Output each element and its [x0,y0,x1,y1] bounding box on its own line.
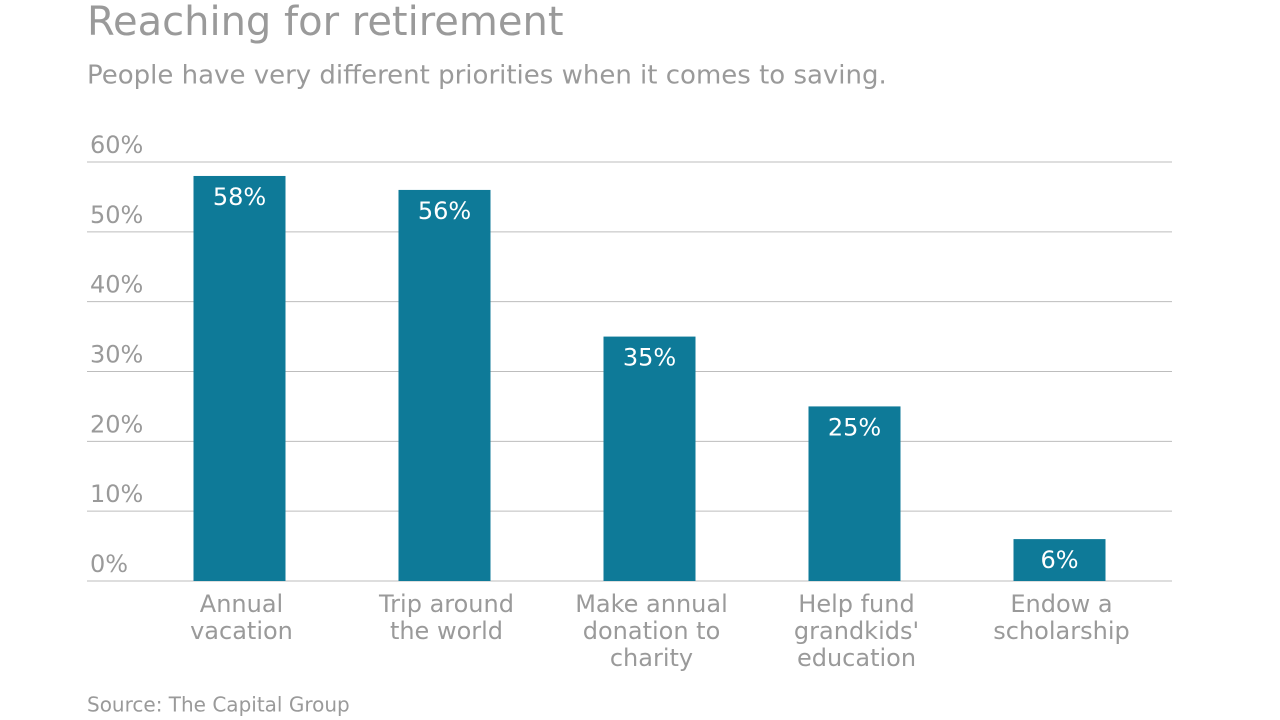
chart-title: Reaching for retirement [87,0,564,45]
x-tick-label: donation to [583,617,721,645]
bar [193,175,286,581]
x-tick-label: education [797,644,916,672]
value-label: 6% [1040,546,1078,574]
x-tick-label: grandkids' [794,617,919,645]
bar [808,406,901,581]
y-tick-label: 50% [90,201,143,229]
y-tick-label: 30% [90,341,143,369]
y-tick-label: 20% [90,410,143,438]
y-tick-label: 0% [90,550,128,578]
value-label: 25% [828,413,881,441]
bar [1013,539,1106,581]
y-tick-label: 10% [90,480,143,508]
x-tick-label: Make annual [575,590,728,618]
y-tick-label: 60% [90,131,143,159]
chart-subtitle: People have very different priorities wh… [87,61,887,91]
bar [398,189,491,581]
x-tick-label: the world [390,617,503,645]
bar [603,336,696,581]
value-label: 56% [418,197,471,225]
x-tick-label: scholarship [993,617,1129,645]
x-tick-label: Help fund [798,590,914,618]
y-tick-label: 40% [90,271,143,299]
x-tick-label: charity [610,644,693,672]
x-tick-label: vacation [190,617,293,645]
x-tick-label: Trip around [378,590,514,618]
x-tick-label: Annual [200,590,283,618]
source-note: Source: The Capital Group [87,693,350,717]
value-label: 58% [213,183,266,211]
value-label: 35% [623,344,676,372]
x-tick-label: Endow a [1010,590,1112,618]
